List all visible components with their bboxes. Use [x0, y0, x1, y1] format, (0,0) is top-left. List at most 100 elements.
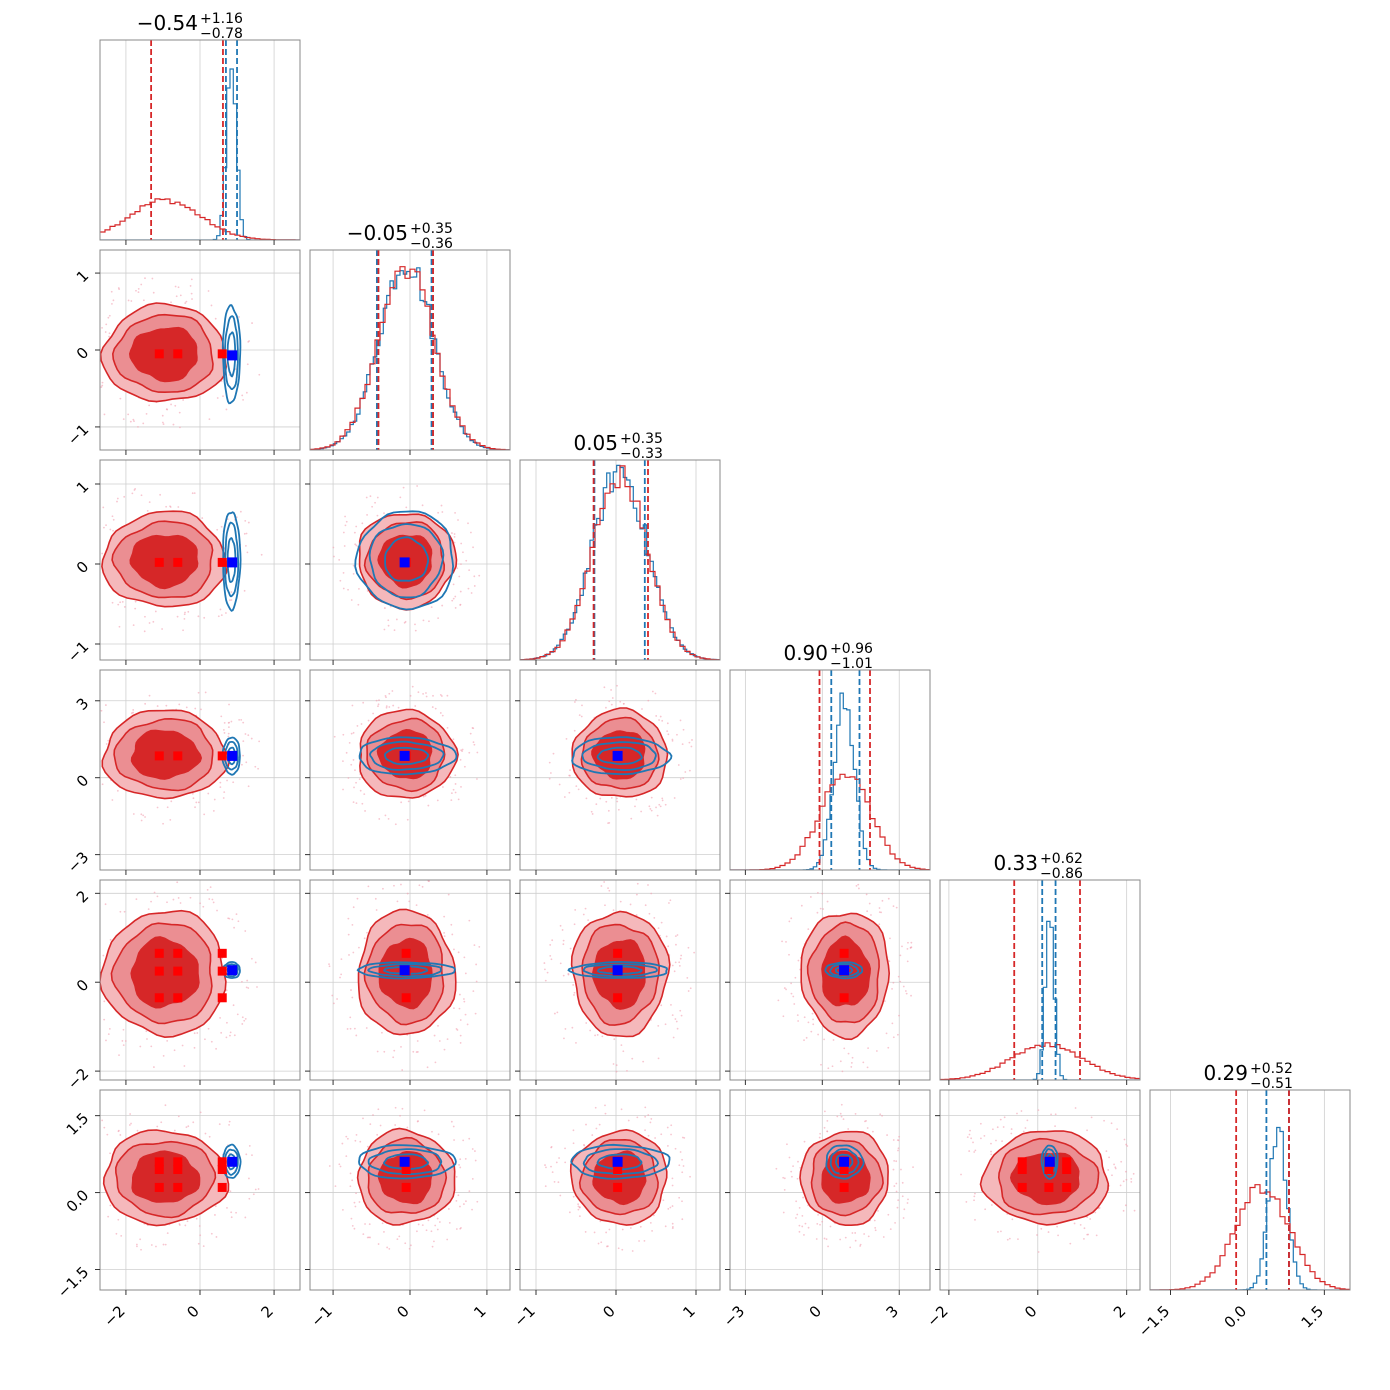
scatter-point — [792, 1165, 794, 1168]
scatter-point — [556, 1011, 559, 1014]
scatter-point — [573, 923, 576, 926]
scatter-point — [460, 749, 463, 752]
scatter-point — [229, 599, 231, 602]
scatter-point — [970, 1137, 973, 1140]
scatter-point — [241, 1016, 244, 1019]
scatter-point — [468, 569, 471, 572]
scatter-point — [810, 1030, 813, 1033]
scatter-point — [604, 1104, 606, 1107]
red-truth-marker — [173, 1164, 183, 1174]
scatter-point — [840, 1103, 843, 1106]
blue-contour-1 — [581, 741, 657, 772]
scatter-point — [207, 290, 210, 292]
scatter-point — [1126, 1145, 1129, 1147]
x-tick-label: 3 — [883, 1302, 902, 1321]
scatter-point — [183, 618, 186, 620]
panel-frame — [519, 459, 721, 661]
scatter-point — [1116, 1128, 1119, 1131]
scatter-point — [654, 1137, 657, 1139]
red-truth-marker — [154, 966, 164, 976]
scatter-point — [401, 1107, 404, 1110]
scatter-point — [473, 743, 476, 746]
scatter-point — [974, 1218, 976, 1221]
scatter-point — [544, 1185, 547, 1188]
scatter-point — [391, 690, 394, 692]
blue-histogram — [940, 920, 1140, 1080]
scatter-point — [1054, 1113, 1057, 1116]
scatter-point — [231, 918, 234, 921]
scatter-point — [422, 692, 424, 695]
scatter-point — [97, 315, 99, 317]
scatter-point — [394, 1124, 397, 1126]
scatter-point — [681, 1200, 683, 1203]
scatter-point — [246, 363, 249, 366]
scatter-point — [177, 897, 180, 899]
scatter-point — [216, 528, 219, 531]
panel-title-median: 0.33 — [993, 851, 1038, 875]
panels-layer: −0.54 +1.16−0.78−101−0.05 +0.35−0.36−1010.… — [54, 11, 1351, 1341]
red-truth-marker — [401, 1182, 411, 1192]
scatter-point — [897, 1149, 899, 1152]
y-tick-label: 3 — [73, 694, 92, 713]
scatter-point — [683, 1137, 686, 1139]
scatter-point — [606, 1245, 609, 1248]
scatter-point — [811, 1012, 814, 1015]
panel-content — [940, 880, 1140, 1080]
scatter-point — [442, 786, 444, 788]
scatter-point — [153, 891, 156, 894]
scatter-point — [214, 1214, 216, 1216]
scatter-point — [414, 623, 416, 626]
panel-frame — [519, 1089, 721, 1291]
scatter-point — [573, 991, 576, 994]
panel-content — [1150, 1090, 1350, 1290]
scatter-point — [605, 706, 607, 709]
scatter-point — [108, 1027, 111, 1030]
scatter-point — [440, 504, 443, 507]
scatter-point — [341, 1208, 344, 1211]
scatter-point — [647, 699, 650, 702]
scatter-point — [227, 732, 230, 735]
scatter-point — [95, 580, 97, 582]
blue-contour-0 — [825, 1144, 865, 1180]
scatter-point — [116, 497, 119, 500]
panel-title-median: 0.05 — [573, 431, 618, 455]
scatter-point — [470, 531, 472, 534]
scatter-point — [244, 544, 247, 547]
scatter-point — [1037, 1251, 1040, 1253]
scatter-point — [671, 1184, 674, 1187]
scatter-point — [142, 299, 145, 302]
scatter-point — [478, 574, 481, 577]
scatter-point — [364, 810, 366, 812]
scatter-point — [782, 1176, 785, 1179]
scatter-point — [636, 1116, 639, 1119]
scatter-point — [460, 785, 462, 788]
panel-content — [333, 685, 479, 826]
red-truth-marker — [173, 557, 183, 567]
scatter-point — [352, 906, 355, 909]
panel-content — [543, 881, 696, 1073]
red-truth-marker — [173, 1157, 183, 1167]
scatter-point — [889, 937, 891, 940]
scatter-point — [83, 716, 85, 718]
scatter-point — [416, 1051, 419, 1053]
scatter-point — [169, 818, 172, 821]
scatter-point — [85, 739, 87, 741]
scatter-point — [857, 883, 860, 886]
scatter-point — [450, 1120, 453, 1123]
scatter-point — [823, 1038, 826, 1041]
scatter-point — [578, 714, 581, 717]
scatter-point — [398, 1235, 401, 1238]
scatter-point — [251, 1154, 253, 1157]
scatter-point — [260, 553, 263, 556]
scatter-point — [891, 987, 893, 990]
scatter-point — [348, 741, 351, 744]
scatter-point — [228, 1123, 230, 1126]
scatter-point — [248, 1145, 251, 1147]
scatter-point — [250, 957, 253, 960]
scatter-point — [990, 1204, 993, 1206]
scatter-point — [248, 1177, 250, 1180]
scatter-point — [140, 1248, 142, 1251]
scatter-point — [793, 1003, 796, 1005]
scatter-point — [826, 900, 829, 903]
